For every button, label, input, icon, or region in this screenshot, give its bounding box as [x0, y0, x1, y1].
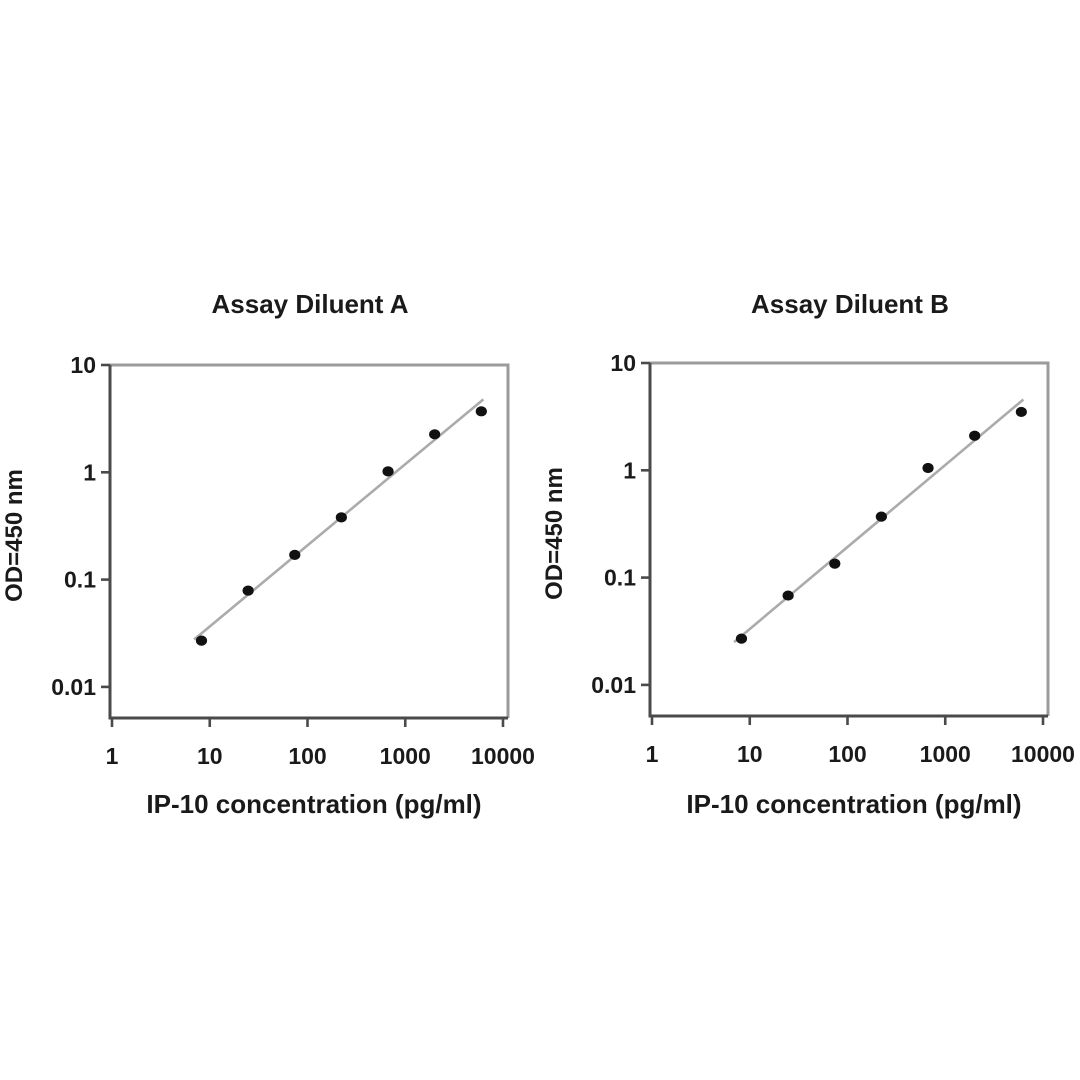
y-tick-label: 1: [83, 459, 96, 485]
y-tick-label: 1: [623, 457, 636, 483]
x-tick-label: 100: [288, 743, 326, 769]
x-tick-label: 1: [646, 741, 659, 767]
data-point: [829, 558, 841, 569]
y-axis-label: OD=450 nm: [1, 469, 28, 602]
data-point: [969, 430, 981, 441]
plot-frame-axes: [108, 365, 508, 720]
data-point: [289, 549, 301, 560]
data-point: [195, 635, 208, 646]
data-point: [242, 585, 254, 596]
x-tick-label: 10000: [1011, 741, 1075, 767]
y-axis-label: OD=450 nm: [541, 467, 568, 600]
data-point: [875, 511, 887, 522]
x-tick-label: 100: [828, 741, 866, 767]
y-tick-label: 10: [70, 352, 96, 378]
chart-assay-diluent-a: 1 10 100 1000 10000 10 1 0.1 0.01 Assay Diluent A…: [1, 289, 535, 819]
x-tick-label: 10: [737, 741, 763, 767]
x-tick-label: 10000: [471, 743, 535, 769]
x-tick-label: 10: [197, 743, 223, 769]
data-point: [429, 429, 441, 440]
y-tick-label: 10: [610, 350, 636, 376]
y-tick-label: 0.01: [591, 672, 636, 698]
y-tick-label: 0.1: [604, 565, 636, 591]
chart-assay-diluent-b: 1 10 100 1000 10000 10 1 0.1 0.01 Assay Diluent B…: [541, 289, 1075, 819]
chart-title: Assay Diluent A: [212, 289, 409, 319]
data-point: [782, 590, 794, 601]
x-axis-label: IP-10 concentration (pg/ml): [146, 789, 481, 819]
plot-frame-top-right: [650, 361, 1050, 716]
x-tick-label: 1000: [380, 743, 431, 769]
data-point: [922, 462, 934, 474]
x-tick-label: 1: [106, 743, 119, 769]
y-tick-label: 0.01: [51, 674, 96, 700]
data-point: [382, 466, 394, 477]
data-point: [475, 406, 487, 417]
plot-frame-axes: [648, 363, 1048, 718]
plot-frame-top-right: [110, 363, 510, 718]
y-tick-label: 0.1: [64, 567, 96, 593]
x-tick-label: 1000: [920, 741, 971, 767]
chart-title: Assay Diluent B: [751, 289, 949, 319]
data-point: [1015, 406, 1027, 418]
data-point: [335, 512, 347, 523]
x-axis-label: IP-10 concentration (pg/ml): [686, 789, 1021, 819]
data-point: [735, 633, 748, 644]
